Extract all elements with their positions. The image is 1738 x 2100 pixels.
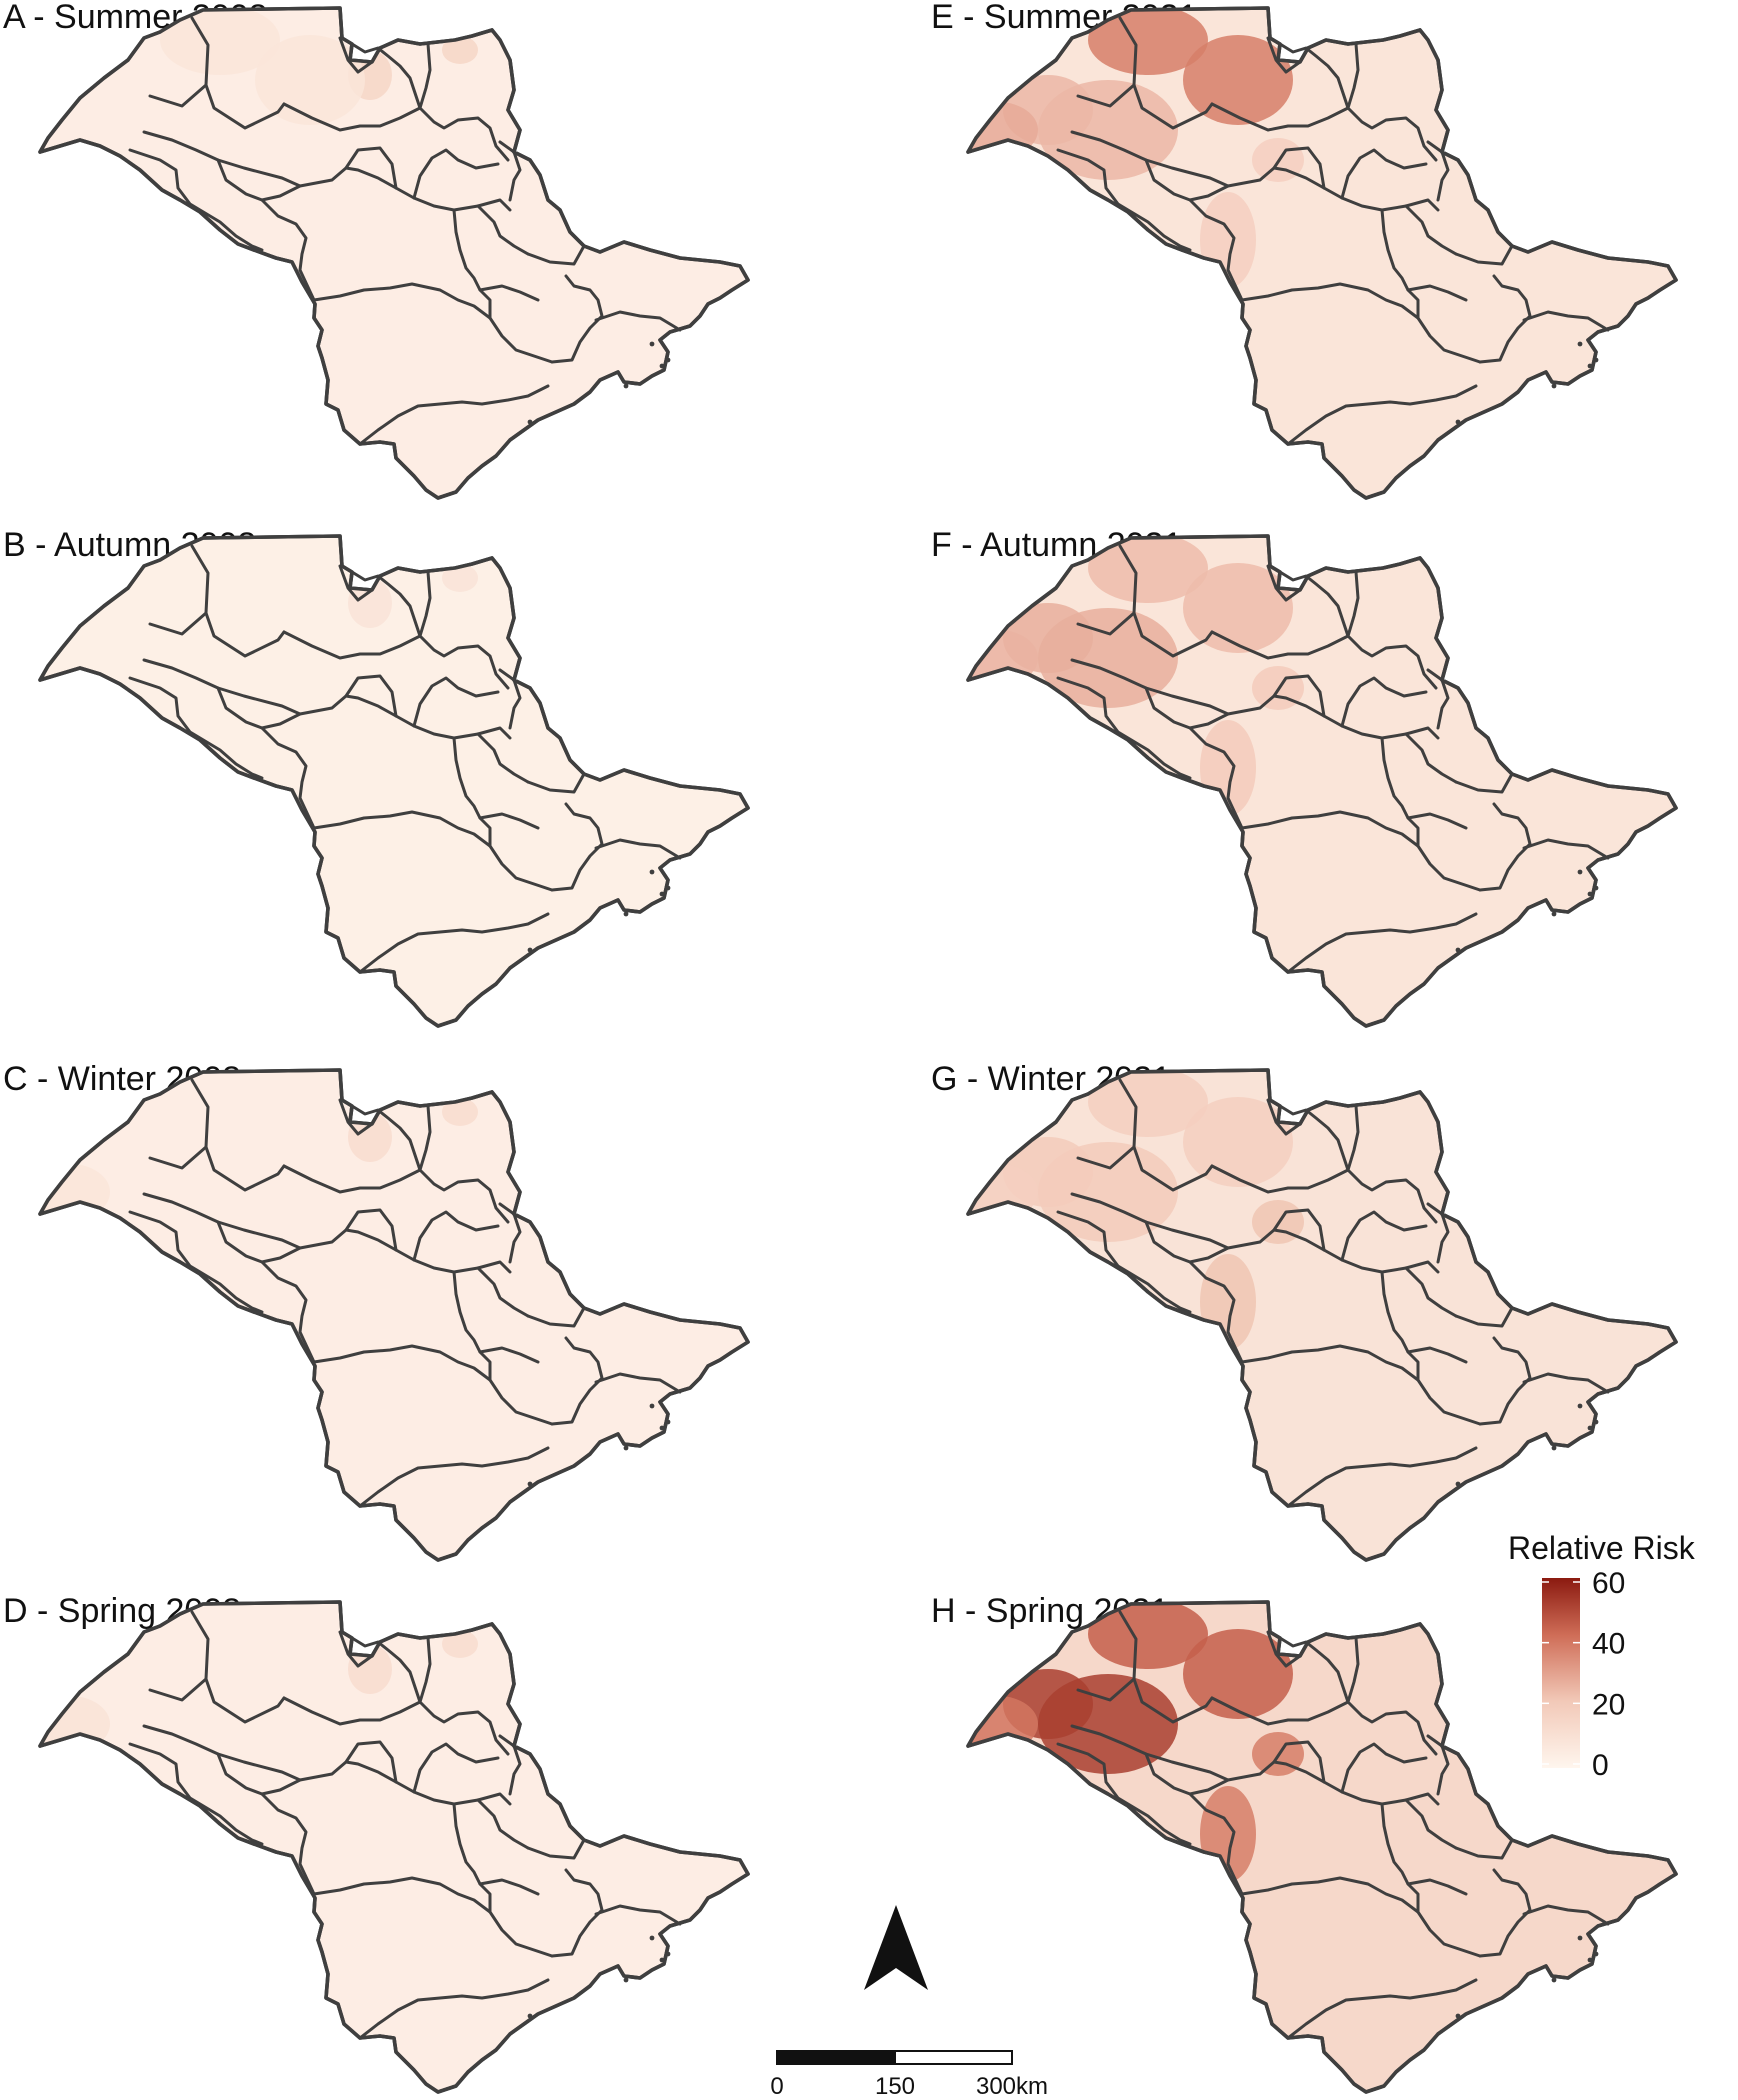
scale-label-300km: 300km <box>976 2073 1048 2100</box>
map-panel-a: A - Summer 2008 <box>3 0 750 500</box>
island <box>527 1481 533 1487</box>
state-shape-e <box>966 6 1678 500</box>
island <box>1455 1481 1461 1487</box>
hotspot-central <box>1200 192 1256 288</box>
state-shape-b <box>38 534 750 1028</box>
hotspot-north-border <box>1183 563 1293 653</box>
island <box>623 1977 629 1983</box>
scale-bar: 0 150 300km <box>770 2050 1048 2100</box>
legend-tick-label-0: 0 <box>1592 1749 1609 1782</box>
map-panel-h: H - Spring 2021 <box>931 1592 1678 2094</box>
legend-tick-label-20: 20 <box>1592 1688 1625 1721</box>
island <box>649 1403 655 1409</box>
island <box>1551 911 1557 917</box>
north-arrow-icon <box>864 1905 928 1990</box>
island <box>1577 1403 1583 1409</box>
island <box>1587 1957 1593 1963</box>
island <box>1577 869 1583 875</box>
island <box>659 363 665 369</box>
hotspot-north-east-corner <box>442 36 478 64</box>
island <box>1577 341 1583 347</box>
island <box>1587 1425 1593 1431</box>
island <box>1587 891 1593 897</box>
island <box>1551 1977 1557 1983</box>
state-shape-g <box>966 1068 1678 1562</box>
island <box>1593 1419 1599 1425</box>
state-shape-c <box>38 1068 750 1562</box>
hotspot-north-east-corner <box>348 1112 392 1162</box>
legend-tick-label-60: 60 <box>1592 1567 1625 1600</box>
island <box>659 1957 665 1963</box>
island <box>623 383 629 389</box>
hotspot-central <box>1200 1786 1256 1882</box>
hotspot-central <box>1200 1254 1256 1350</box>
island <box>665 357 671 363</box>
island <box>1577 1935 1583 1941</box>
scale-label-0: 0 <box>770 2073 783 2100</box>
island <box>623 911 629 917</box>
island <box>659 891 665 897</box>
risk-hotspots <box>160 8 478 125</box>
hotspot-north-border <box>160 8 280 75</box>
map-panel-e: E - Summer 2021 <box>931 0 1678 500</box>
state-shape-d <box>38 1600 750 2094</box>
hotspot-north-border <box>1088 1602 1208 1669</box>
legend-color-bar <box>1542 1578 1580 1768</box>
island <box>1551 383 1557 389</box>
island <box>1551 1445 1557 1451</box>
legend-tick-label-40: 40 <box>1592 1628 1625 1661</box>
hotspot-north-east-corner <box>348 1644 392 1694</box>
island <box>1455 947 1461 953</box>
island <box>1593 885 1599 891</box>
island <box>527 2013 533 2019</box>
island <box>1593 357 1599 363</box>
island <box>527 947 533 953</box>
scale-label-150: 150 <box>875 2073 915 2100</box>
island <box>649 869 655 875</box>
hotspot-north-east-corner <box>442 1630 478 1658</box>
island <box>1455 419 1461 425</box>
hotspot-north-border <box>1088 536 1208 603</box>
hotspot-central <box>1200 720 1256 816</box>
island <box>623 1445 629 1451</box>
hotspot-north-east-corner <box>348 578 392 628</box>
island <box>665 885 671 891</box>
island <box>527 419 533 425</box>
hotspot-north-border <box>1183 1629 1293 1719</box>
map-panel-b: B - Autumn 2008 <box>3 526 750 1028</box>
scale-bar-segment-filled <box>776 2050 896 2065</box>
state-shape-a <box>38 6 750 500</box>
map-panel-c: C - Winter 2008 <box>3 1060 750 1562</box>
hotspot-north-border <box>1088 1070 1208 1137</box>
risk-hotspots <box>968 536 1304 816</box>
island <box>665 1419 671 1425</box>
island <box>1587 363 1593 369</box>
island <box>659 1425 665 1431</box>
map-panel-g: G - Winter 2021 <box>931 1060 1678 1562</box>
map-panel-f: F - Autumn 2021 <box>931 526 1678 1028</box>
island <box>649 341 655 347</box>
island <box>649 1935 655 1941</box>
hotspot-north-border <box>1183 35 1293 125</box>
hotspot-north-border <box>255 35 365 125</box>
island <box>1455 2013 1461 2019</box>
relative-risk-legend: Relative Risk 60 40 20 0 <box>1508 1530 1696 1782</box>
island <box>1593 1951 1599 1957</box>
legend-title: Relative Risk <box>1508 1530 1696 1566</box>
island <box>665 1951 671 1957</box>
scale-bar-segment-empty <box>894 2050 1013 2065</box>
hotspot-north-east-corner <box>442 1098 478 1126</box>
hotspot-north-east-corner <box>442 564 478 592</box>
state-shape-f <box>966 534 1678 1028</box>
hotspot-north-border <box>1088 8 1208 75</box>
hotspot-north-border <box>1183 1097 1293 1187</box>
map-panel-d: D - Spring 2008 <box>3 1592 750 2094</box>
